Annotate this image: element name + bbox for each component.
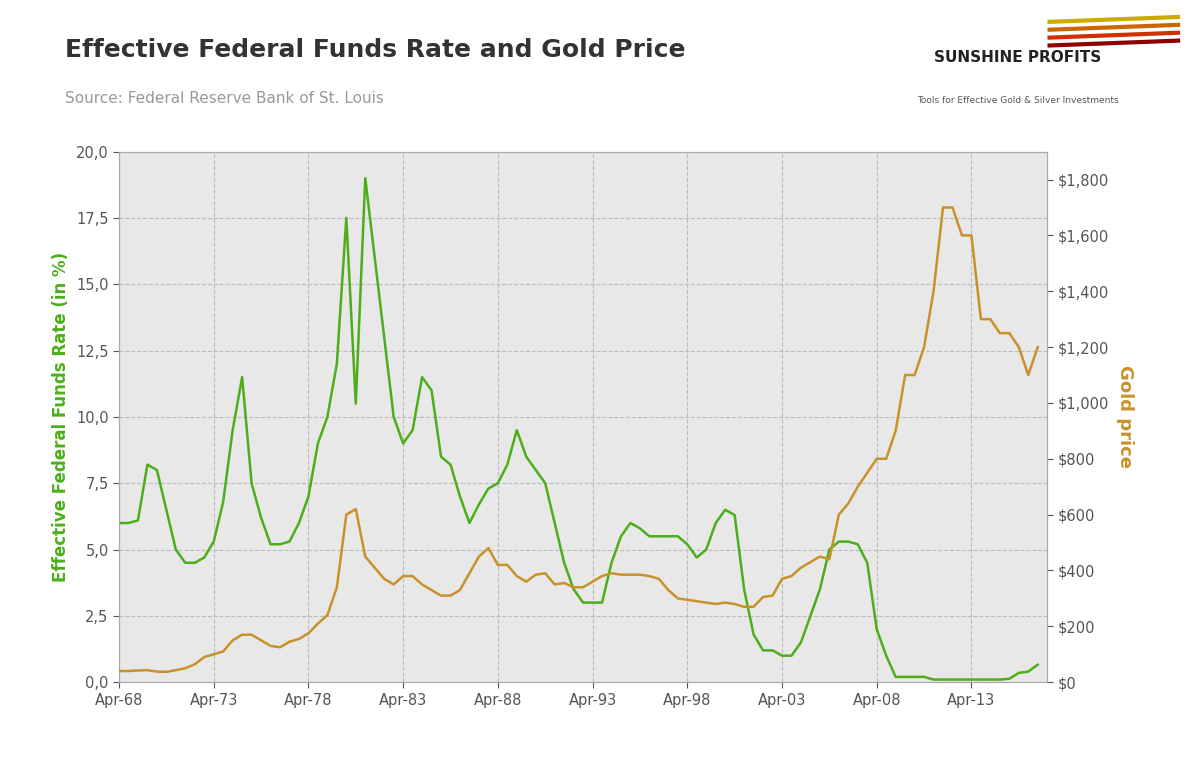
Text: Tools for Effective Gold & Silver Investments: Tools for Effective Gold & Silver Invest…	[916, 96, 1119, 105]
Y-axis label: Effective Federal Funds Rate (in %): Effective Federal Funds Rate (in %)	[52, 252, 70, 582]
Text: SUNSHINE PROFITS: SUNSHINE PROFITS	[934, 50, 1101, 65]
Text: Effective Federal Funds Rate and Gold Price: Effective Federal Funds Rate and Gold Pr…	[65, 38, 685, 62]
Text: Source: Federal Reserve Bank of St. Louis: Source: Federal Reserve Bank of St. Loui…	[65, 91, 384, 106]
Y-axis label: Gold price: Gold price	[1116, 365, 1134, 468]
